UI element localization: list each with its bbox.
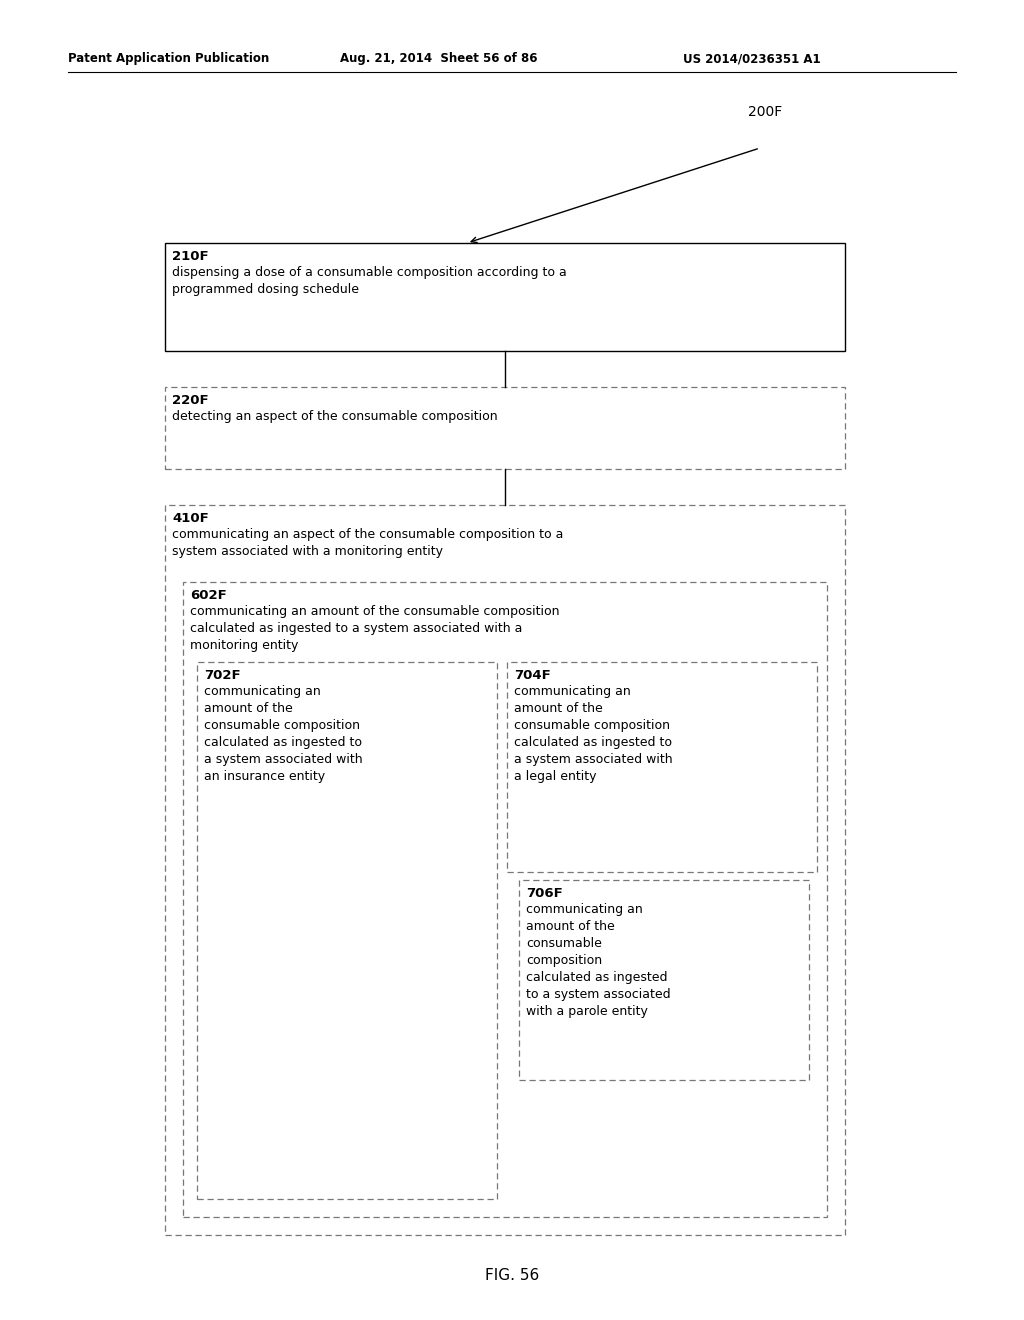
Bar xyxy=(165,506,845,1236)
Text: Patent Application Publication: Patent Application Publication xyxy=(68,51,269,65)
Text: communicating an
amount of the
consumable composition
calculated as ingested to
: communicating an amount of the consumabl… xyxy=(514,685,673,783)
Bar xyxy=(183,582,827,1217)
Text: 704F: 704F xyxy=(514,669,551,682)
Text: communicating an
amount of the
consumable
composition
calculated as ingested
to : communicating an amount of the consumabl… xyxy=(526,903,671,1018)
Text: 706F: 706F xyxy=(526,887,563,900)
Text: 410F: 410F xyxy=(172,512,209,525)
Text: US 2014/0236351 A1: US 2014/0236351 A1 xyxy=(683,51,820,65)
Text: 210F: 210F xyxy=(172,249,209,263)
Text: dispensing a dose of a consumable composition according to a
programmed dosing s: dispensing a dose of a consumable compos… xyxy=(172,267,566,296)
Text: 220F: 220F xyxy=(172,393,209,407)
Text: FIG. 56: FIG. 56 xyxy=(485,1269,539,1283)
Text: 200F: 200F xyxy=(748,106,782,119)
Text: 602F: 602F xyxy=(190,589,226,602)
Bar xyxy=(507,663,817,873)
Bar xyxy=(519,880,809,1080)
Text: 702F: 702F xyxy=(204,669,241,682)
Text: Aug. 21, 2014  Sheet 56 of 86: Aug. 21, 2014 Sheet 56 of 86 xyxy=(340,51,538,65)
Text: communicating an amount of the consumable composition
calculated as ingested to : communicating an amount of the consumabl… xyxy=(190,605,559,652)
Bar xyxy=(165,387,845,469)
Bar xyxy=(165,243,845,351)
Text: communicating an
amount of the
consumable composition
calculated as ingested to
: communicating an amount of the consumabl… xyxy=(204,685,362,783)
Bar xyxy=(197,663,497,1199)
Text: detecting an aspect of the consumable composition: detecting an aspect of the consumable co… xyxy=(172,411,498,422)
Text: communicating an aspect of the consumable composition to a
system associated wit: communicating an aspect of the consumabl… xyxy=(172,528,563,558)
